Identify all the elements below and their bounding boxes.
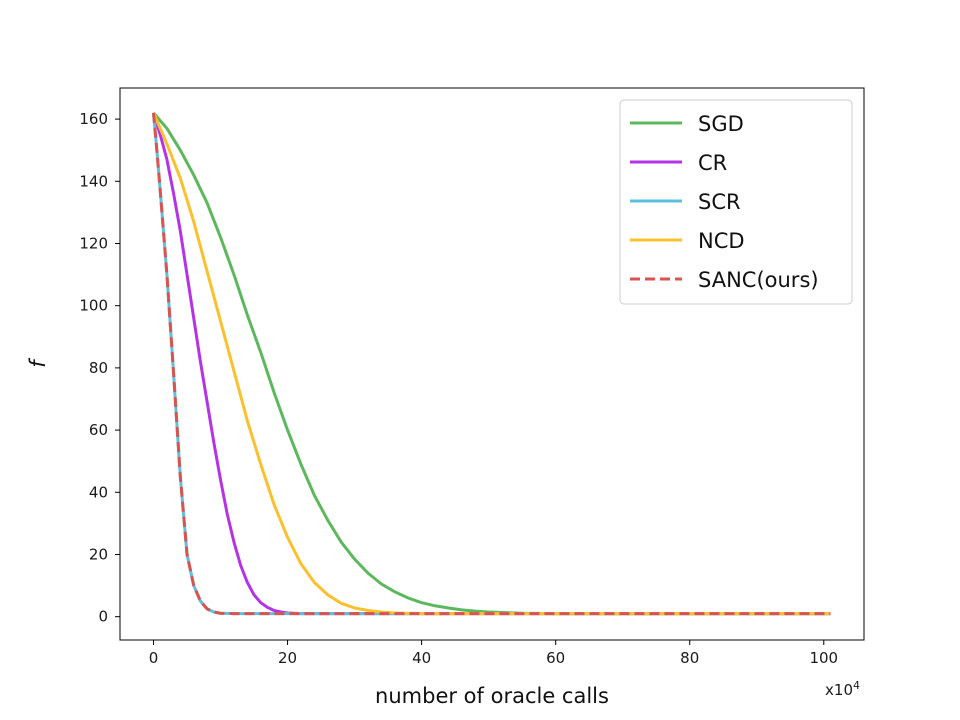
series-line-0 (152, 111, 831, 616)
y-axis-label: f (26, 357, 50, 368)
x-axis-label: number of oracle calls (375, 684, 609, 708)
legend-label: SANC(ours) (698, 268, 819, 292)
legend-label: SCR (698, 190, 741, 214)
y-tick-label: 20 (89, 545, 108, 563)
legend: SGD CR SCR NCD SANC(ours) (619, 99, 853, 305)
x-tick-label: 40 (412, 649, 431, 667)
y-tick-label: 0 (98, 608, 108, 626)
series-line-3 (152, 112, 831, 616)
x-axis: 0 20 40 60 80 100 (149, 640, 838, 667)
y-tick-label: 140 (79, 172, 108, 190)
y-axis: 0 20 40 60 80 100 120 140 160 (79, 110, 120, 626)
series-line-4 (152, 112, 831, 616)
legend-label: NCD (698, 229, 745, 253)
x-axis-multiplier: x104 (825, 679, 860, 699)
x-tick-label: 20 (278, 649, 297, 667)
x-tick-label: 60 (546, 649, 565, 667)
plot-lines (152, 111, 831, 616)
legend-box (619, 99, 853, 305)
y-tick-label: 160 (79, 110, 108, 128)
y-tick-label: 40 (89, 483, 108, 501)
legend-label: CR (698, 151, 727, 175)
series-line-1 (152, 112, 831, 616)
plot-frame (119, 87, 865, 641)
y-tick-label: 100 (79, 297, 108, 315)
y-tick-label: 60 (89, 421, 108, 439)
y-tick-label: 120 (79, 234, 108, 252)
y-tick-label: 80 (89, 359, 108, 377)
x-tick-label: 80 (680, 649, 699, 667)
legend-label: SGD (698, 112, 744, 136)
x-tick-label: 100 (809, 649, 838, 667)
x-tick-label: 0 (149, 649, 159, 667)
